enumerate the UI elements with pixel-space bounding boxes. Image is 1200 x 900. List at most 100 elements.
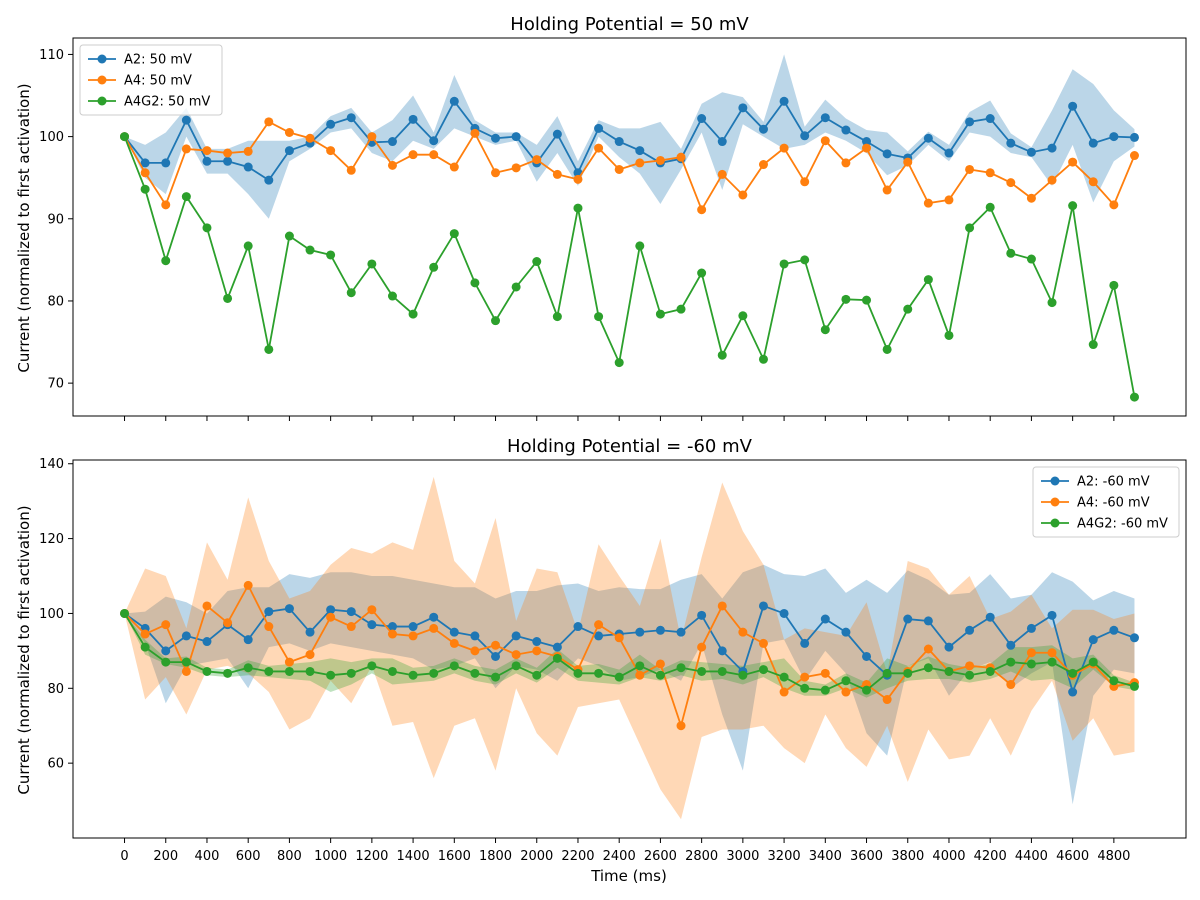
y-axis-label-bottom: Current (normalized to first activation) [15,505,33,794]
bottom-series-1-point [965,661,975,671]
top-series-1-point [470,128,480,138]
top-series-2-point [202,223,212,233]
bottom-series-0-point [326,605,336,615]
top-series-1-point [594,143,604,153]
bottom-x-tick-label: 200 [153,849,178,864]
top-series-0-point [985,114,995,124]
top-series-1-point [738,190,748,200]
bottom-series-2-point [717,666,727,676]
bottom-series-0-point [985,612,995,622]
bottom-series-0-point [944,642,954,652]
bottom-series-1-point [1047,648,1057,658]
top-series-0-point [326,119,336,129]
top-series-2-point [1129,392,1139,402]
bottom-x-tick-label: 3000 [726,849,759,864]
top-legend-label-2: A4G2: 50 mV [124,95,210,110]
bottom-legend-label-1: A4: -60 mV [1077,496,1150,511]
bottom-series-1-point [779,687,789,697]
top-series-1-point [800,177,810,187]
top-series-1-point [697,205,707,215]
top-series-1-point [779,143,789,153]
bottom-series-2-point [923,663,933,673]
bottom-series-2-point [470,668,480,678]
bottom-series-0-point [367,620,377,630]
bottom-series-2-point [1047,657,1057,667]
top-series-1-point [1109,200,1119,210]
bottom-series-1-point [202,601,212,611]
y-axis-label-top: Current (normalized to first activation) [15,83,33,372]
bottom-series-1-point [820,668,830,678]
top-series-0-point [779,96,789,106]
bottom-series-2-point [573,668,583,678]
bottom-legend-label-2: A4G2: -60 mV [1077,517,1168,532]
bottom-x-tick-label: 400 [195,849,220,864]
bottom-x-tick-label: 3200 [768,849,801,864]
top-series-1-point [635,158,645,168]
top-series-0-point [202,156,212,166]
top-series-1-point [1006,178,1016,188]
top-series-1-point [717,169,727,179]
top-series-0-point [140,158,150,168]
top-y-tick-label: 90 [47,212,64,227]
bottom-series-1-point [614,633,624,643]
bottom-x-tick-label: 3600 [850,849,883,864]
bottom-series-2-point [181,657,191,667]
bottom-series-0-point [779,608,789,618]
top-series-1-point [429,150,439,160]
top-series-2-point [697,268,707,278]
top-series-1-point [820,136,830,146]
top-legend-marker-2 [97,96,107,106]
bottom-series-2-point [738,670,748,680]
bottom-series-0-point [697,610,707,620]
top-series-1-point [346,165,356,175]
top-series-1-point [1047,175,1057,185]
top-series-0-point [284,146,294,156]
bottom-x-tick-label: 1200 [355,849,388,864]
bottom-legend: A2: -60 mV A4: -60 mV A4G2: -60 mV [1032,466,1180,538]
bottom-series-1-point [223,618,233,628]
bottom-series-2-point [676,663,686,673]
bottom-x-tick-label: 4200 [974,849,1007,864]
top-series-2-point [985,202,995,212]
bottom-series-0-point [965,625,975,635]
bottom-series-0-point [655,625,665,635]
bottom-x-tick-label: 1400 [397,849,430,864]
bottom-series-1-point [800,672,810,682]
bottom-series-1-point [758,638,768,648]
top-series-2-point [532,257,542,267]
bottom-series-2-point [882,668,892,678]
bottom-x-tick-label: 2200 [561,849,594,864]
bottom-x-tick-label: 4400 [1015,849,1048,864]
top-y-tick-label: 100 [39,130,64,145]
bottom-x-tick-label: 1000 [314,849,347,864]
top-series-2-point [841,294,851,304]
top-series-2-point [243,241,253,251]
top-series-2-point [408,309,418,319]
bottom-x-tick-label: 2600 [644,849,677,864]
top-series-2-point [305,245,315,255]
top-series-2-point [284,231,294,241]
bottom-series-2-point [264,666,274,676]
bottom-series-0-point [1109,625,1119,635]
top-series-0-point [800,131,810,141]
bottom-series-2-point [635,661,645,671]
bottom-series-2-point [758,665,768,675]
bottom-y-tick-label: 120 [39,532,64,547]
bottom-series-1-point [305,650,315,660]
top-series-2-point [429,262,439,272]
bottom-series-2-point [903,668,913,678]
top-series-0-point [862,137,872,147]
top-series-0-point [223,156,233,166]
bottom-series-2-point [779,672,789,682]
top-series-1-point [1026,193,1036,203]
top-legend-label-1: A4: 50 mV [124,74,192,89]
bottom-series-2-point [120,608,130,618]
top-series-1-point [758,160,768,170]
top-series-0-point [923,133,933,143]
bottom-series-0-point [161,646,171,656]
bottom-series-2-point [594,668,604,678]
bottom-series-2-point [841,676,851,686]
bottom-series-1-point [1026,648,1036,658]
bottom-series-1-point [923,644,933,654]
top-series-0-point [408,114,418,124]
